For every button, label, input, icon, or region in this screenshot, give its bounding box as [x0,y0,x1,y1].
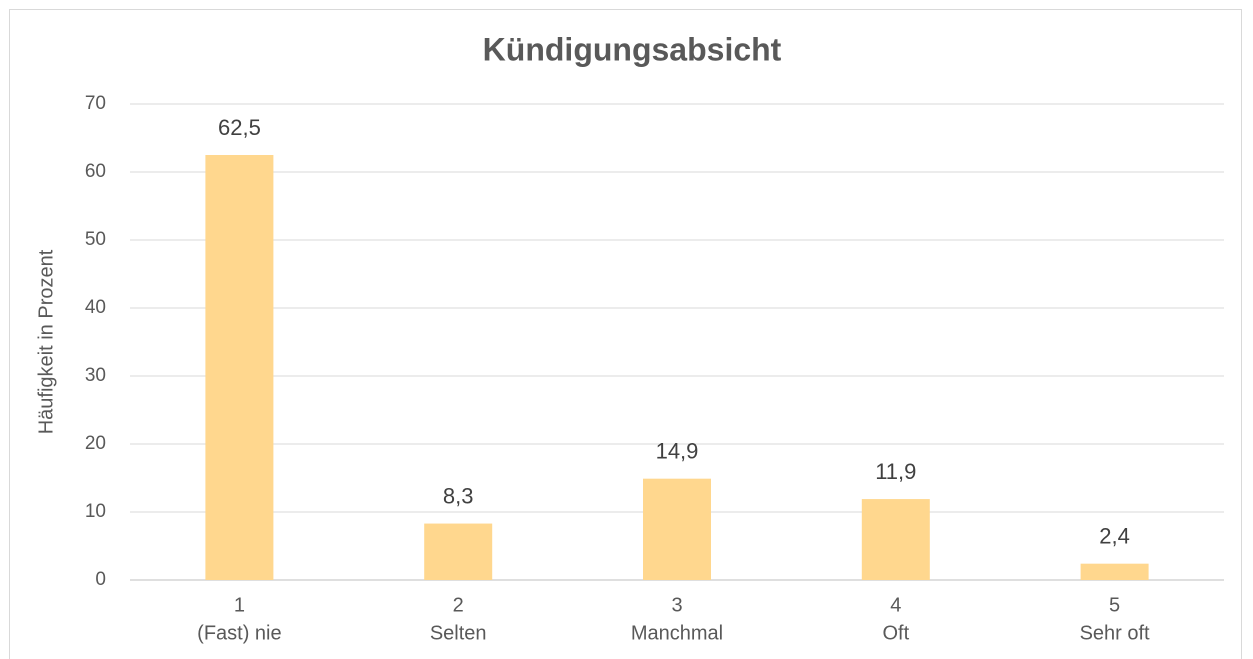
data-label: 14,9 [656,438,699,463]
x-tick-label: Oft [882,622,909,644]
bar [861,499,930,580]
bar [1080,563,1149,580]
x-tick-label: 4 [890,594,901,616]
data-label: 62,5 [218,115,261,140]
x-tick-label: 1 [234,594,245,616]
y-tick-label: 0 [95,569,106,590]
data-label: 8,3 [443,483,474,508]
y-tick-label: 30 [85,365,106,386]
y-axis-label: Häufigkeit in Prozent [35,249,57,434]
y-tick-label: 50 [85,229,106,250]
x-tick-label: Manchmal [631,622,723,644]
x-tick-label: Selten [430,622,487,644]
x-tick-label: (Fast) nie [197,622,281,644]
x-tick-label: 2 [453,594,464,616]
data-label: 11,9 [875,459,916,484]
y-tick-label: 40 [85,297,106,318]
data-label: 2,4 [1099,523,1130,548]
y-tick-label: 10 [85,501,106,522]
x-tick-label: 5 [1109,594,1120,616]
y-tick-label: 20 [85,433,106,454]
chart-title: Kündigungsabsicht [483,31,782,67]
bar [643,478,711,580]
y-tick-label: 70 [85,93,106,114]
y-tick-label: 60 [85,161,106,182]
x-tick-label: Sehr oft [1080,622,1150,644]
bar [424,523,493,580]
bar [205,155,274,580]
x-tick-label: 3 [671,594,682,616]
chart-frame [9,9,1242,659]
